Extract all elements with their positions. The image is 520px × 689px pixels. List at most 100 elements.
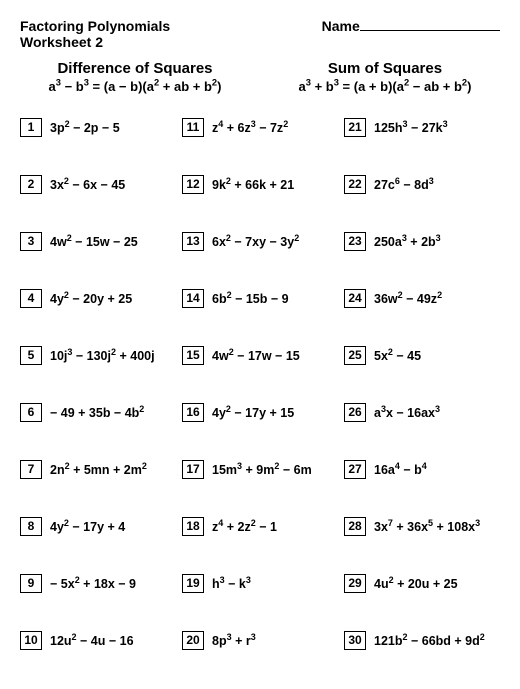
- problem-item: 19 h3 − k3: [182, 574, 338, 593]
- formula-left-eq: a3 − b3 = (a − b)(a2 + ab + b2): [20, 79, 250, 94]
- problem-number-box: 14: [182, 289, 204, 308]
- problem-expression: − 49 + 35b − 4b2: [50, 406, 144, 420]
- problem-number-box: 7: [20, 460, 42, 479]
- problem-item: 7 2n2 + 5mn + 2m2: [20, 460, 176, 479]
- formula-left: Difference of Squares a3 − b3 = (a − b)(…: [20, 60, 250, 94]
- problem-number-box: 21: [344, 118, 366, 137]
- problem-number-box: 4: [20, 289, 42, 308]
- problem-item: 23 250a3 + 2b3: [344, 232, 500, 251]
- problem-item: 15 4w2 − 17w − 15: [182, 346, 338, 365]
- problem-number-box: 2: [20, 175, 42, 194]
- problem-number-box: 5: [20, 346, 42, 365]
- problem-item: 12 9k2 + 66k + 21: [182, 175, 338, 194]
- problem-expression: 4w2 − 17w − 15: [212, 349, 300, 363]
- problem-expression: 121b2 − 66bd + 9d2: [374, 634, 485, 648]
- problem-number-box: 13: [182, 232, 204, 251]
- problem-expression: 2n2 + 5mn + 2m2: [50, 463, 147, 477]
- problem-item: 1 3p2 − 2p − 5: [20, 118, 176, 137]
- problem-number-box: 22: [344, 175, 366, 194]
- problem-expression: 15m3 + 9m2 − 6m: [212, 463, 312, 477]
- formula-right-eq: a3 + b3 = (a + b)(a2 − ab + b2): [270, 79, 500, 94]
- problem-number-box: 23: [344, 232, 366, 251]
- problem-expression: 4y2 − 17y + 15: [212, 406, 294, 420]
- problem-expression: 250a3 + 2b3: [374, 235, 441, 249]
- problem-expression: 4u2 + 20u + 25: [374, 577, 458, 591]
- problem-number-box: 28: [344, 517, 366, 536]
- problem-expression: z4 + 2z2 − 1: [212, 520, 277, 534]
- problem-item: 6 − 49 + 35b − 4b2: [20, 403, 176, 422]
- problem-item: 5 10j3 − 130j2 + 400j: [20, 346, 176, 365]
- problem-number-box: 8: [20, 517, 42, 536]
- problem-item: 21 125h3 − 27k3: [344, 118, 500, 137]
- problem-number-box: 11: [182, 118, 204, 137]
- problem-number-box: 16: [182, 403, 204, 422]
- problem-expression: 125h3 − 27k3: [374, 121, 448, 135]
- problem-number-box: 27: [344, 460, 366, 479]
- problem-number-box: 19: [182, 574, 204, 593]
- problem-expression: 6b2 − 15b − 9: [212, 292, 289, 306]
- problem-expression: 3p2 − 2p − 5: [50, 121, 120, 135]
- problem-expression: 8p3 + r3: [212, 634, 256, 648]
- problem-item: 18 z4 + 2z2 − 1: [182, 517, 338, 536]
- problem-expression: 4y2 − 20y + 25: [50, 292, 132, 306]
- problem-number-box: 17: [182, 460, 204, 479]
- problem-number-box: 12: [182, 175, 204, 194]
- problem-item: 10 12u2 − 4u − 16: [20, 631, 176, 650]
- problem-number-box: 29: [344, 574, 366, 593]
- problem-item: 9 − 5x2 + 18x − 9: [20, 574, 176, 593]
- problem-number-box: 9: [20, 574, 42, 593]
- problem-item: 24 36w2 − 49z2: [344, 289, 500, 308]
- problem-expression: 12u2 − 4u − 16: [50, 634, 134, 648]
- problem-expression: 9k2 + 66k + 21: [212, 178, 294, 192]
- problem-number-box: 6: [20, 403, 42, 422]
- formula-left-title: Difference of Squares: [20, 60, 250, 77]
- name-label: Name: [322, 18, 360, 34]
- problem-number-box: 15: [182, 346, 204, 365]
- problem-item: 22 27c6 − 8d3: [344, 175, 500, 194]
- problem-number-box: 18: [182, 517, 204, 536]
- problem-expression: 16a4 − b4: [374, 463, 427, 477]
- problem-expression: 4w2 − 15w − 25: [50, 235, 138, 249]
- problem-item: 14 6b2 − 15b − 9: [182, 289, 338, 308]
- problem-expression: a3x − 16ax3: [374, 406, 440, 420]
- problem-item: 17 15m3 + 9m2 − 6m: [182, 460, 338, 479]
- formula-right-title: Sum of Squares: [270, 60, 500, 77]
- header-row: Factoring Polynomials Worksheet 2 Name: [20, 18, 500, 50]
- problem-number-box: 1: [20, 118, 42, 137]
- problem-item: 28 3x7 + 36x5 + 108x3: [344, 517, 500, 536]
- problem-expression: 3x7 + 36x5 + 108x3: [374, 520, 480, 534]
- problem-item: 4 4y2 − 20y + 25: [20, 289, 176, 308]
- problem-expression: 10j3 − 130j2 + 400j: [50, 349, 155, 363]
- problem-expression: z4 + 6z3 − 7z2: [212, 121, 288, 135]
- problem-item: 2 3x2 − 6x − 45: [20, 175, 176, 194]
- problem-expression: − 5x2 + 18x − 9: [50, 577, 136, 591]
- problem-item: 3 4w2 − 15w − 25: [20, 232, 176, 251]
- problem-item: 30 121b2 − 66bd + 9d2: [344, 631, 500, 650]
- problem-number-box: 10: [20, 631, 42, 650]
- problem-item: 26 a3x − 16ax3: [344, 403, 500, 422]
- name-blank-line: [360, 30, 500, 31]
- worksheet-title: Factoring Polynomials Worksheet 2: [20, 18, 242, 50]
- problem-number-box: 3: [20, 232, 42, 251]
- problem-item: 11 z4 + 6z3 − 7z2: [182, 118, 338, 137]
- problem-expression: h3 − k3: [212, 577, 251, 591]
- problem-expression: 6x2 − 7xy − 3y2: [212, 235, 299, 249]
- problem-expression: 4y2 − 17y + 4: [50, 520, 125, 534]
- problem-expression: 36w2 − 49z2: [374, 292, 442, 306]
- problem-number-box: 20: [182, 631, 204, 650]
- problem-number-box: 30: [344, 631, 366, 650]
- problem-expression: 27c6 − 8d3: [374, 178, 434, 192]
- problem-item: 13 6x2 − 7xy − 3y2: [182, 232, 338, 251]
- problem-item: 25 5x2 − 45: [344, 346, 500, 365]
- problems-grid: 1 3p2 − 2p − 5 11 z4 + 6z3 − 7z2 21 125h3 − 2…: [20, 118, 500, 650]
- problem-number-box: 24: [344, 289, 366, 308]
- problem-expression: 3x2 − 6x − 45: [50, 178, 125, 192]
- problem-expression: 5x2 − 45: [374, 349, 421, 363]
- problem-item: 27 16a4 − b4: [344, 460, 500, 479]
- problem-number-box: 26: [344, 403, 366, 422]
- problem-item: 29 4u2 + 20u + 25: [344, 574, 500, 593]
- problem-item: 8 4y2 − 17y + 4: [20, 517, 176, 536]
- problem-item: 20 8p3 + r3: [182, 631, 338, 650]
- formula-row: Difference of Squares a3 − b3 = (a − b)(…: [20, 60, 500, 94]
- problem-number-box: 25: [344, 346, 366, 365]
